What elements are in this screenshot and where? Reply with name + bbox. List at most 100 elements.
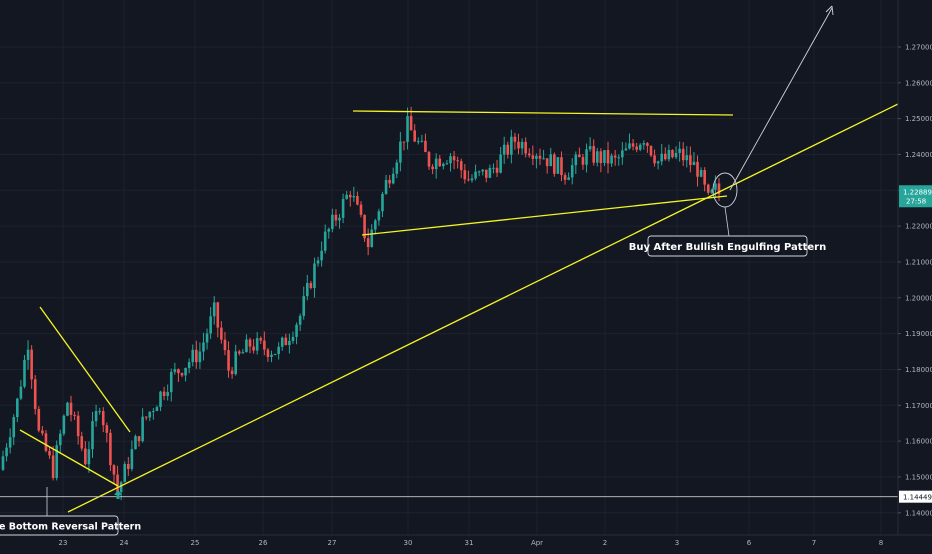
candle-body <box>187 362 191 368</box>
candle-body <box>352 196 356 198</box>
callout-box-left[interactable] <box>0 515 119 536</box>
candle-body <box>692 161 696 166</box>
candle-body <box>621 150 624 158</box>
candle-body <box>463 170 467 180</box>
candle-body <box>495 167 499 173</box>
candle-body <box>291 336 295 341</box>
candle-body <box>101 411 105 426</box>
candle-body <box>19 386 23 399</box>
x-tick-label: 25 <box>191 539 200 547</box>
candle-body <box>259 338 263 341</box>
candle-body <box>323 231 327 251</box>
ascending-support-line[interactable] <box>361 195 728 236</box>
candle-body <box>169 371 173 393</box>
y-tick-label: 1.20000 <box>905 294 932 302</box>
candle-body <box>37 409 41 431</box>
candle-body <box>613 155 617 158</box>
candle-body <box>306 283 309 297</box>
candle-body <box>69 402 73 415</box>
x-tick-label: 24 <box>120 539 129 547</box>
candle-body <box>33 379 37 410</box>
y-tick-label: 1.22000 <box>905 223 932 231</box>
candle-body <box>517 141 520 149</box>
candle-body <box>567 177 570 180</box>
candle-body <box>678 148 681 153</box>
candle-body <box>485 169 488 178</box>
candle-body <box>628 143 631 149</box>
candle-body <box>420 140 424 142</box>
candle-body <box>553 154 556 174</box>
candle-body <box>416 141 420 143</box>
candle-body <box>116 474 119 493</box>
candle-body <box>1 456 5 470</box>
wedge-lower-line[interactable] <box>19 429 119 487</box>
candle-body <box>284 337 288 346</box>
x-tick-label: 2 <box>603 539 607 547</box>
candle-body <box>177 369 180 374</box>
drawing-layer[interactable] <box>0 5 899 513</box>
candle-body <box>309 283 313 289</box>
candle-body <box>581 157 585 165</box>
projection-arrow-line[interactable] <box>729 7 833 191</box>
candle-body <box>549 154 553 167</box>
candle-body <box>341 198 345 218</box>
candle-body <box>595 151 599 163</box>
current-price-badge <box>899 185 932 208</box>
candle-body <box>48 450 51 456</box>
candle-body <box>664 153 667 160</box>
candle-body <box>456 160 459 162</box>
candle-body <box>527 153 531 156</box>
candle-body <box>459 161 463 171</box>
candle-body <box>44 433 48 451</box>
candle-body <box>413 130 416 142</box>
candle-body <box>280 337 284 347</box>
wedge-upper-line[interactable] <box>39 306 131 433</box>
candle-body <box>706 184 710 193</box>
candle-body <box>477 171 481 173</box>
candle-body <box>578 154 581 158</box>
candle-body <box>374 220 377 230</box>
x-tick-label: 26 <box>259 539 268 547</box>
candle-body <box>94 411 98 422</box>
y-tick-label: 1.15000 <box>905 473 932 481</box>
candle-body <box>610 155 613 164</box>
projection-arrowhead-icon <box>825 5 834 16</box>
candle-body <box>266 349 270 358</box>
candle-body <box>152 411 155 413</box>
candle-body <box>467 179 470 181</box>
candle-body <box>298 315 302 325</box>
candle-body <box>348 194 352 198</box>
candle-body <box>184 367 187 376</box>
candle-body <box>277 346 280 354</box>
main-uptrend-line[interactable] <box>67 103 899 513</box>
candle-body <box>166 392 169 396</box>
candle-body <box>331 214 334 229</box>
resistance-line[interactable] <box>352 110 734 116</box>
callout-pointer-right <box>724 206 730 237</box>
candle-body <box>73 414 76 416</box>
candle-body <box>409 116 413 131</box>
candle-body <box>130 449 134 469</box>
y-tick-label: 1.14000 <box>905 509 932 517</box>
y-tick-label: 1.18000 <box>905 366 932 374</box>
candle-body <box>295 324 298 337</box>
candle-body <box>703 169 706 185</box>
candle-body <box>123 464 127 483</box>
candle-body <box>137 436 141 442</box>
candle-body <box>542 158 545 160</box>
candle-body <box>617 157 621 159</box>
candle-body <box>671 149 674 158</box>
y-tick-label: 1.24000 <box>905 151 932 159</box>
candle-body <box>560 157 563 176</box>
candle-body <box>442 163 445 167</box>
candle-body <box>87 449 91 465</box>
candle-body <box>41 430 44 434</box>
callout-box-right[interactable] <box>647 235 808 257</box>
x-tick-label: 6 <box>747 539 752 547</box>
candle-body <box>105 425 109 433</box>
x-tick-label: 23 <box>59 539 68 547</box>
candle-body <box>26 349 30 360</box>
y-tick-label: 1.19000 <box>905 330 932 338</box>
